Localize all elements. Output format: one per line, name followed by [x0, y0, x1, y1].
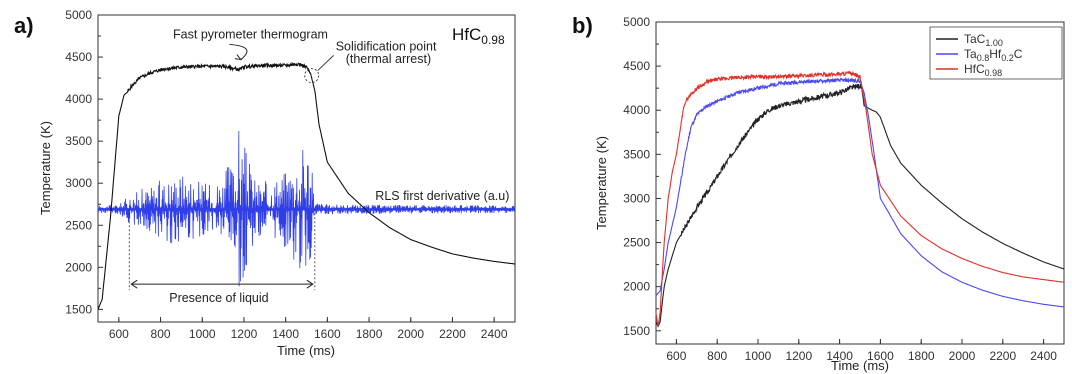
- panel-b-xtick-label: 1200: [785, 349, 812, 363]
- panel-b-xtick-label: 2000: [949, 349, 976, 363]
- panel-a-xtick-label: 1800: [356, 327, 383, 341]
- panel-a-ytick-label: 3500: [65, 134, 92, 148]
- legend-entry-1-part: Ta: [964, 47, 977, 61]
- legend-entry-1-part: C: [1014, 47, 1023, 61]
- panel-b-ytick-label: 2000: [623, 280, 650, 294]
- legend-entry-2-part: 0.98: [985, 68, 1003, 78]
- panel-a: a) 600 800 1000 1200 1400 1600 1800 2000 2200 240…: [14, 8, 516, 358]
- panel-b-xtick-label: 1400: [826, 349, 853, 363]
- panel-b-ytick-label: 4500: [623, 59, 650, 73]
- panel-a-xtick-label: 800: [151, 327, 171, 341]
- panel-a-ytick-label: 5000: [65, 8, 92, 22]
- annotation-thermogram: Fast pyrometer thermogram: [173, 28, 328, 42]
- legend-entry-1-part: Hf: [989, 47, 1002, 61]
- panel-a-title-main: HfC: [452, 25, 481, 44]
- panel-b-xtick-label: 800: [707, 349, 727, 363]
- panel-b-xtick-label: 2400: [1030, 349, 1057, 363]
- annotation-arrowhead-thermogram: [234, 54, 243, 61]
- panel-a-plot: [97, 61, 516, 310]
- panel-b-ytick-label: 2500: [623, 236, 650, 250]
- legend-box: [929, 26, 1063, 80]
- solidification-marker: [304, 68, 320, 84]
- annotation-leader-solidification: [317, 55, 334, 71]
- panel-b-xtick-label: 1600: [867, 349, 894, 363]
- liquid-arrowhead-left: [130, 279, 138, 289]
- panel-b-ytick-label: 4000: [623, 103, 650, 117]
- panel-a-xtick-label: 2200: [439, 327, 466, 341]
- panel-a-xtick-label: 2000: [397, 327, 424, 341]
- liquid-arrowhead-right: [306, 279, 314, 289]
- panel-b-xtick-label: 600: [666, 349, 686, 363]
- annotation-liquid: Presence of liquid: [169, 291, 268, 305]
- panel-a-ytick-label: 4500: [65, 50, 92, 64]
- annotation-rls: RLS first derivative (a.u): [375, 189, 509, 203]
- panel-a-ytick-label: 4000: [65, 92, 92, 106]
- panel-a-xtick-label: 1400: [272, 327, 299, 341]
- annotation-thermal-arrest: (thermal arrest): [346, 52, 431, 66]
- panel-a-ylabel: Temperature (K): [38, 121, 53, 215]
- panel-b-xlabel: Time (ms): [831, 358, 889, 373]
- panel-a-xlabel: Time (ms): [277, 343, 335, 358]
- series-tac: [655, 83, 1065, 328]
- annotation-solidification: Solidification point: [336, 39, 437, 53]
- legend-entry-1-part: 0.2: [1001, 53, 1014, 63]
- panel-b-plot: [655, 70, 1065, 328]
- panel-a-ytick-label: 3000: [65, 176, 92, 190]
- legend-entry-1: Ta0.8Hf0.2C: [964, 47, 1023, 63]
- legend-entry-2: HfC0.98: [964, 62, 1002, 78]
- panel-b-ylabel: Temperature (K): [594, 136, 609, 230]
- legend-entry-0-part: 1.00: [985, 38, 1003, 48]
- panel-b-plot-frame: [655, 21, 1065, 345]
- panel-a-xtick-label: 1000: [189, 327, 216, 341]
- panel-b-ytick-label: 3000: [623, 191, 650, 205]
- panel-a-xtick-label: 1200: [231, 327, 258, 341]
- panel-a-ytick-label: 2000: [65, 260, 92, 274]
- panel-b-label: b): [572, 13, 593, 38]
- panel-a-ytick-label: 2500: [65, 218, 92, 232]
- legend-entry-2-part: HfC: [964, 62, 985, 76]
- panel-a-ytick-label: 1500: [65, 302, 92, 316]
- panel-a-title: HfC0.98: [452, 25, 505, 47]
- series-rls-derivative: [97, 130, 516, 287]
- series-tahfc: [655, 76, 1064, 308]
- panel-b-ytick-label: 5000: [623, 15, 650, 29]
- panel-a-axes: 600 800 1000 1200 1400 1600 1800 2000 2200 2400 15…: [65, 8, 508, 341]
- panel-a-xtick-label: 1600: [314, 327, 341, 341]
- legend-entry-0: TaC1.00: [964, 32, 1003, 48]
- legend-entry-1-part: 0.8: [977, 53, 990, 63]
- panel-a-annotations: Fast pyrometer thermogram Solidification …: [128, 28, 509, 305]
- series-hfc: [655, 70, 1064, 327]
- legend-entry-0-part: TaC: [964, 32, 986, 46]
- panel-b-xtick-label: 1000: [745, 349, 772, 363]
- panel-a-xtick-label: 600: [109, 327, 129, 341]
- panel-b-xtick-label: 2200: [989, 349, 1016, 363]
- annotation-arrow-thermogram: [229, 43, 248, 60]
- panel-b-xtick-label: 1800: [908, 349, 935, 363]
- panel-b-axes: 600 800 1000 1200 1400 1600 1800 2000 2200 2400 15…: [623, 15, 1057, 363]
- panel-a-xtick-label: 2400: [481, 327, 508, 341]
- panel-a-title-sub: 0.98: [481, 33, 505, 47]
- panel-b-ytick-label: 3500: [623, 147, 650, 161]
- panel-b-ytick-label: 1500: [623, 324, 650, 338]
- panel-b: b) 600 800 1000 1200 1400 1600 1800 2000 2200 240…: [572, 13, 1065, 373]
- panel-a-plot-frame: [97, 14, 516, 323]
- panel-a-label: a): [14, 13, 34, 38]
- series-thermogram: [97, 61, 516, 310]
